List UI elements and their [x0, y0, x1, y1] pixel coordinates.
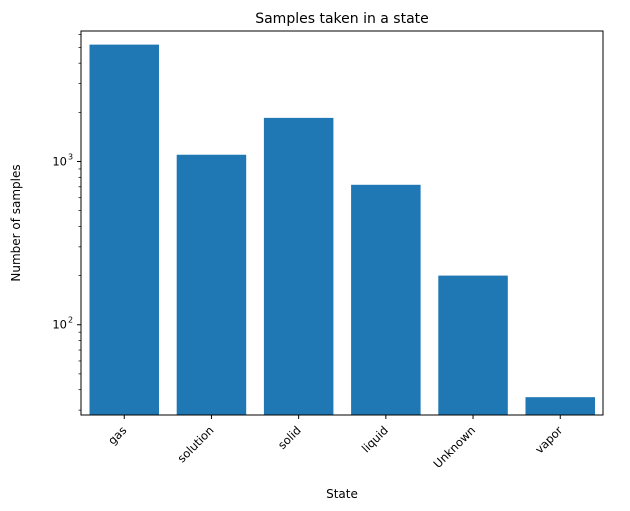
x-tick-label: solid	[275, 423, 304, 452]
y-tick-exponent: 2	[68, 316, 73, 325]
x-tick-label: solution	[174, 423, 216, 465]
x-tick-label: gas	[105, 423, 129, 447]
plot-frame	[80, 30, 604, 416]
x-axis-label: State	[326, 487, 358, 501]
y-tick-label: 10	[52, 154, 67, 168]
chart-title: Samples taken in a state	[255, 11, 429, 27]
bar-unknown	[438, 275, 508, 415]
y-tick-label: 10	[52, 318, 67, 332]
bars-group	[89, 44, 595, 416]
x-tick-label: liquid	[359, 423, 391, 455]
x-tick-label: Unknown	[431, 423, 479, 471]
y-tick-exponent: 3	[68, 152, 73, 161]
x-tick-label: vapor	[532, 423, 565, 456]
bar-solid	[263, 117, 334, 415]
x-axis-ticks: gas solution solid liquid Unknown vapor	[105, 415, 566, 471]
y-axis-label: Number of samples	[9, 164, 23, 281]
bar-gas	[89, 44, 159, 416]
bar-solution	[176, 154, 247, 416]
bar-liquid	[351, 184, 421, 415]
bar-vapor	[525, 397, 595, 415]
